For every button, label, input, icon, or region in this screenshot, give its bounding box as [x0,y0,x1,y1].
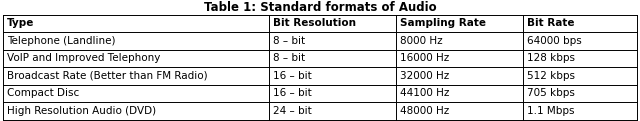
Text: 24 – bit: 24 – bit [273,106,312,116]
Text: 64000 bps: 64000 bps [527,36,581,46]
Text: 8 – bit: 8 – bit [273,53,305,63]
Text: 16 – bit: 16 – bit [273,88,312,98]
Text: 16 – bit: 16 – bit [273,71,312,81]
Text: Table 1: Standard formats of Audio: Table 1: Standard formats of Audio [204,1,436,14]
Text: 1.1 Mbps: 1.1 Mbps [527,106,574,116]
Text: Bit Rate: Bit Rate [527,18,574,28]
Text: Broadcast Rate (Better than FM Radio): Broadcast Rate (Better than FM Radio) [7,71,207,81]
Text: 128 kbps: 128 kbps [527,53,575,63]
Text: Sampling Rate: Sampling Rate [400,18,486,28]
Text: Type: Type [7,18,35,28]
Text: VoIP and Improved Telephony: VoIP and Improved Telephony [7,53,161,63]
Text: 8000 Hz: 8000 Hz [400,36,442,46]
Text: 512 kbps: 512 kbps [527,71,575,81]
Text: High Resolution Audio (DVD): High Resolution Audio (DVD) [7,106,156,116]
Text: Compact Disc: Compact Disc [7,88,79,98]
Text: Bit Resolution: Bit Resolution [273,18,356,28]
Text: 8 – bit: 8 – bit [273,36,305,46]
Text: 705 kbps: 705 kbps [527,88,575,98]
Text: 44100 Hz: 44100 Hz [400,88,449,98]
Text: 32000 Hz: 32000 Hz [400,71,449,81]
Text: 48000 Hz: 48000 Hz [400,106,449,116]
Text: Telephone (Landline): Telephone (Landline) [7,36,116,46]
Text: 16000 Hz: 16000 Hz [400,53,449,63]
